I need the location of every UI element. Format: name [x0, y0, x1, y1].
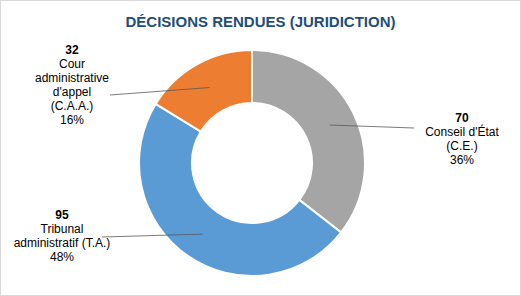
leader-line [330, 125, 414, 128]
category-label-line: administrative [35, 71, 109, 85]
leader-line [110, 88, 210, 95]
category-label: Conseil d'État(C.E.) [425, 124, 499, 153]
value-label: 95 [55, 208, 69, 222]
category-label-line: Conseil d'État [425, 124, 499, 139]
leader-line [102, 234, 203, 237]
chart-svg: DÉCISIONS RENDUES (JURIDICTION) 70Conseil… [0, 0, 521, 296]
slice [252, 50, 365, 232]
category-label-line: (C.A.A.) [51, 99, 94, 113]
category-label-line: d'appel [53, 85, 91, 99]
chart-container: DÉCISIONS RENDUES (JURIDICTION) 70Conseil… [0, 0, 521, 296]
category-label: Couradministratived'appel(C.A.A.) [35, 57, 109, 113]
value-label: 70 [455, 111, 469, 125]
percentage-label: 16% [60, 113, 84, 127]
value-label: 32 [65, 43, 79, 57]
percentage-label: 36% [450, 153, 474, 167]
category-label-line: (C.E.) [446, 139, 477, 153]
slice [139, 104, 341, 276]
chart-title: DÉCISIONS RENDUES (JURIDICTION) [125, 13, 395, 30]
category-label-line: administratif (T.A.) [14, 236, 111, 250]
category-label: Tribunaladministratif (T.A.) [14, 222, 111, 250]
category-label-line: Cour [59, 57, 85, 71]
chart-frame [1, 1, 521, 296]
category-label-line: Tribunal [41, 222, 84, 236]
percentage-label: 48% [50, 250, 74, 264]
data-labels: 70Conseil d'État(C.E.)36%95Tribunaladmin… [14, 43, 500, 264]
slices [139, 50, 365, 276]
